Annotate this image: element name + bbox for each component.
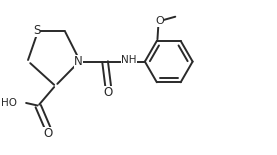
Text: S: S: [33, 24, 40, 37]
Text: HO: HO: [1, 98, 17, 108]
Text: O: O: [155, 16, 164, 27]
Text: O: O: [43, 127, 52, 140]
Text: O: O: [104, 86, 113, 99]
Text: NH: NH: [121, 55, 137, 65]
Text: N: N: [74, 55, 83, 68]
